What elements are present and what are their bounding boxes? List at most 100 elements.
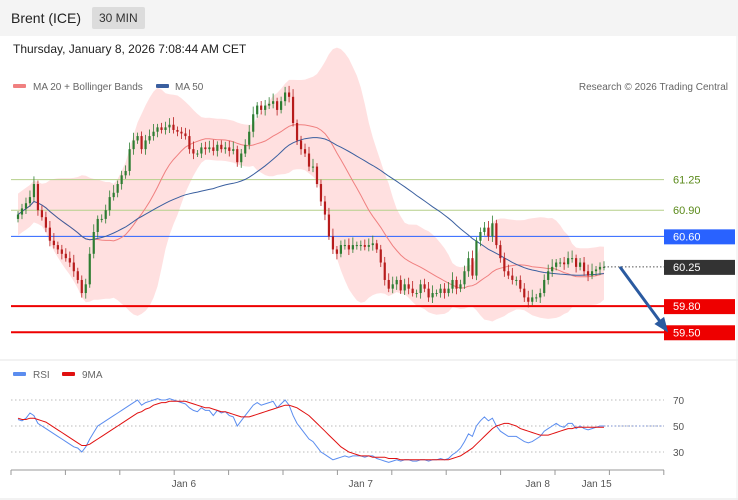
candle-body [168,124,171,128]
candle-body [76,271,79,280]
candle [471,250,474,280]
candle [84,278,87,299]
candle-body [423,284,426,289]
candle-body [395,279,398,285]
candle-body [407,284,410,289]
candle-body [531,297,534,302]
candle [216,141,219,157]
candle [184,127,187,140]
level-label-59.80: 59.80 [673,301,701,313]
candle-body [220,144,223,150]
candle-body [355,245,358,247]
candle [48,221,51,247]
legend-rsi-ma: 9MA [82,370,103,381]
candle-body [260,105,263,110]
candle [148,129,151,144]
candle-body [44,217,48,228]
candle [164,121,167,135]
candle [68,251,71,268]
candle [72,254,75,277]
candle [347,238,350,256]
candle [168,118,171,133]
candle-body [571,258,574,260]
candle-body [543,279,546,294]
candle [180,127,183,140]
candle-body [180,131,183,134]
candle-body [351,245,354,250]
candle-body [120,175,123,185]
candle [276,97,279,116]
candle [256,102,259,118]
candle-body [523,288,526,298]
candle-body [503,258,506,272]
candle-body [96,218,99,232]
candle-body [435,293,438,295]
candle-body [160,127,163,130]
candle-body [256,105,259,115]
candle-body [319,184,323,202]
candle-body [551,266,554,272]
candle [527,290,530,308]
candle-body [156,127,159,132]
x-tick-label-Jan-15: Jan 15 [582,479,612,490]
candle [140,131,143,154]
candle [252,106,255,138]
rsi-swatch [13,372,26,376]
candle [291,89,295,127]
candle-body [16,214,20,219]
candle-body [491,223,494,237]
candle [224,141,227,154]
candle [578,257,582,271]
candle-body [331,236,335,250]
x-axis: Jan 6 Jan 7 Jan 8 Jan 15 [10,469,665,490]
candle [16,211,20,223]
candle-body [224,147,227,150]
candle-body [240,153,243,163]
candle [459,279,462,293]
candle [563,256,566,270]
candle-body [495,223,498,246]
candle [287,85,291,103]
candle-body [383,262,386,280]
candle [351,237,354,253]
candle [56,241,59,254]
candle-body [287,92,291,97]
candle-body [463,271,466,285]
candle-body [471,258,474,276]
candle [200,142,203,159]
rsi-line [17,398,604,463]
candle [555,259,558,271]
candle-body [116,184,119,193]
candle [108,190,111,216]
candle [232,141,235,155]
candle [260,101,263,115]
timeframe-badge[interactable]: 30 MIN [92,7,145,29]
level-label-59.50: 59.50 [673,327,701,339]
candle [567,251,570,268]
candle [391,276,394,294]
candle-body [582,262,586,272]
candle-body [272,101,275,104]
candle [76,267,79,284]
candle-body [232,149,235,151]
candle [411,281,414,297]
candle [503,252,506,277]
candle [582,256,586,276]
candle-body [539,293,542,298]
candle [236,145,239,167]
candle-body [303,149,307,154]
candle-body [307,153,311,167]
candle-body [475,240,478,276]
candle-body [88,253,91,285]
candle-body [188,136,191,150]
candle-body [268,103,271,106]
candle [112,185,115,201]
candle-body [427,288,430,298]
candle-body [343,245,346,247]
x-tick-label-Jan-6: Jan 6 [172,479,197,490]
instrument-title: Brent (ICE) [11,10,82,26]
candle [523,283,526,302]
candle [407,277,410,295]
candle [156,123,159,138]
ma20-swatch [13,84,26,88]
